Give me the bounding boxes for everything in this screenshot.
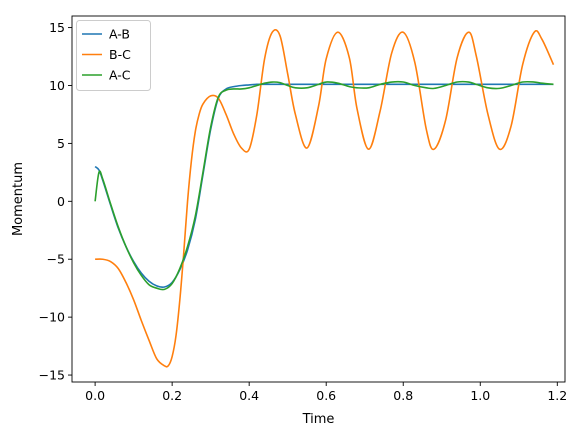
x-tick-label: 0.4	[239, 388, 259, 403]
series-line-a-b	[94, 83, 554, 289]
series-line-a-c	[94, 80, 554, 291]
x-tick-label: 0.2	[162, 388, 182, 403]
y-tick-label: 15	[49, 20, 65, 35]
series-line-b-c	[95, 28, 555, 368]
series-layer	[94, 28, 555, 368]
y-axis: −15 −10 −5 0 5 10 15	[39, 20, 72, 383]
legend-label: B-C	[109, 47, 131, 62]
x-tick-label: 0.6	[316, 388, 336, 403]
x-tick-label: 0.0	[85, 388, 105, 403]
y-tick-label: −5	[47, 252, 65, 267]
legend-box	[76, 20, 151, 91]
x-tick-label: 0.8	[393, 388, 413, 403]
legend-label: A-C	[109, 68, 131, 83]
y-tick-label: −15	[39, 368, 65, 383]
y-tick-label: 0	[57, 194, 65, 209]
x-axis-label: Time	[302, 412, 335, 427]
x-axis: 0.0 0.2 0.4 0.6 0.8 1.0 1.2	[85, 382, 567, 403]
y-tick-label: −10	[39, 310, 65, 325]
legend: A-B B-C A-C	[76, 20, 151, 91]
x-tick-label: 1.0	[470, 388, 490, 403]
legend-label: A-B	[109, 27, 130, 42]
y-axis-label: Momentum	[11, 162, 26, 236]
y-tick-label: 5	[57, 136, 65, 151]
plot-frame	[71, 15, 566, 383]
y-tick-label: 10	[49, 78, 65, 93]
x-tick-label: 1.2	[547, 388, 567, 403]
